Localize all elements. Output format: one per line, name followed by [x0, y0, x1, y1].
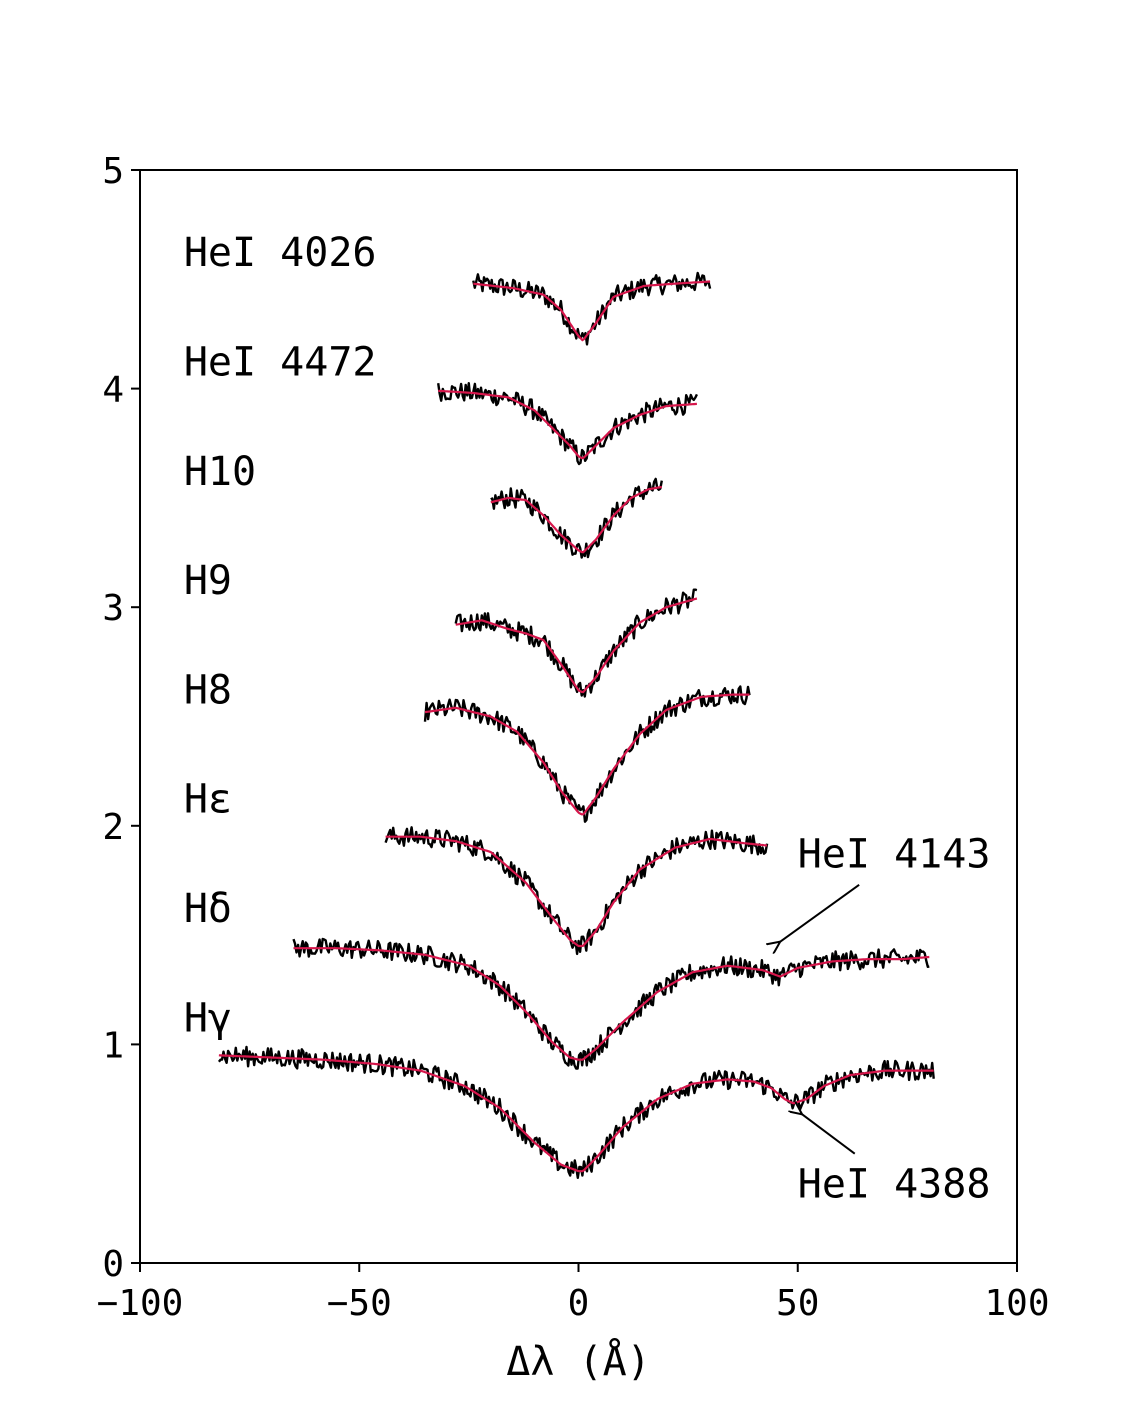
y-tick-label-3: 3: [102, 588, 124, 629]
x-tick-label-2: 0: [568, 1283, 590, 1324]
series-labels: HeI 4026 HeI 4472 H10 H9 H8 Hε Hδ Hγ: [184, 230, 377, 1041]
series-label-hei-4026: HeI 4026: [184, 230, 377, 276]
y-tick-label-1: 1: [102, 1025, 124, 1066]
model-fit-hei-4026: [473, 280, 711, 342]
model-fit-h9: [455, 597, 698, 694]
axes: −100 −50 0 50 100 0 1 2 3 4 5: [97, 151, 1050, 1324]
observed-spectrum-h8: [423, 685, 751, 823]
y-tick-label-4: 4: [102, 370, 124, 411]
model-fit-hei-4472: [438, 389, 697, 460]
model-fit-h-: [293, 947, 930, 1061]
plot-marks: [217, 271, 935, 1179]
annotation-arrow-0: [780, 884, 860, 942]
y-tick-label-2: 2: [102, 807, 124, 848]
annotation-arrow-1: [802, 1114, 856, 1155]
model-fit-h8: [424, 693, 750, 816]
x-tick-label-0: −100: [97, 1283, 184, 1324]
model-fit-h10: [490, 485, 662, 554]
model-fit-h-: [385, 835, 768, 948]
annotation-label-1: HeI 4388: [798, 1161, 991, 1207]
observed-spectrum-h-: [217, 1045, 935, 1179]
series-label-h9: H9: [184, 558, 232, 604]
annotations: HeI 4143 HeI 4388: [780, 831, 990, 1207]
annotation-label-0: HeI 4143: [798, 831, 991, 877]
x-tick-label-4: 100: [984, 1283, 1049, 1324]
x-tick-label-3: 50: [776, 1283, 819, 1324]
series-label-h8: H8: [184, 667, 232, 713]
series-label-h10: H10: [184, 449, 256, 495]
plot-background: [140, 170, 1017, 1263]
series-label-h-: Hε: [184, 777, 232, 823]
series-label-h-: Hδ: [184, 886, 232, 932]
y-tick-label-0: 0: [102, 1244, 124, 1285]
series-label-hei-4472: HeI 4472: [184, 339, 377, 385]
y-tick-label-5: 5: [102, 151, 124, 192]
observed-spectrum-h-: [292, 937, 930, 1070]
model-fit-h-: [218, 1054, 934, 1173]
series-label-h-: Hγ: [184, 995, 232, 1041]
x-tick-label-1: −50: [327, 1283, 392, 1324]
x-axis-label: Δλ (Å): [506, 1337, 651, 1385]
observed-spectrum-h-: [384, 826, 769, 956]
